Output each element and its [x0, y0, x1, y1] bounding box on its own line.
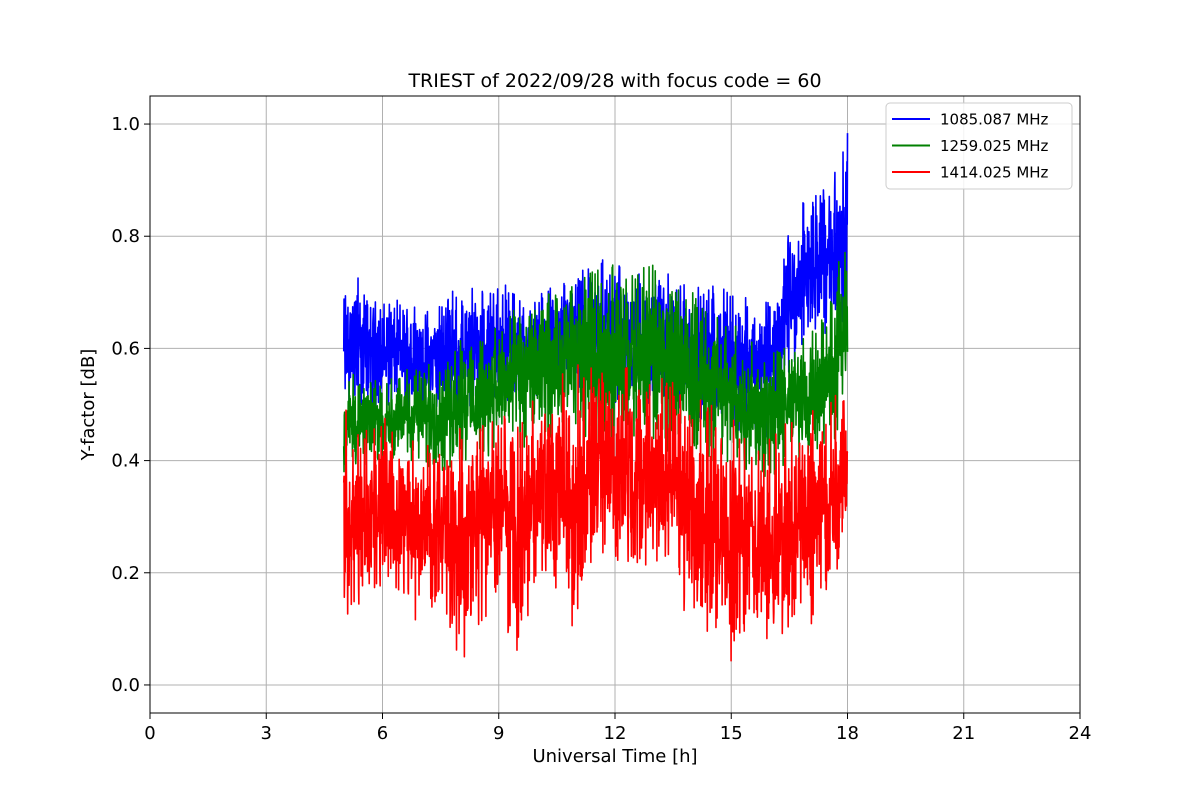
- y-tick-label: 1.0: [111, 114, 140, 135]
- y-axis-label: Y-factor [dB]: [78, 349, 99, 462]
- x-axis-label: Universal Time [h]: [532, 746, 697, 767]
- y-tick-label: 0.8: [111, 226, 140, 247]
- plot-area: [342, 133, 849, 662]
- y-tick-label: 0.6: [111, 338, 140, 359]
- x-tick-label: 3: [261, 723, 272, 744]
- chart-title: TRIEST of 2022/09/28 with focus code = 6…: [407, 70, 821, 92]
- legend-label: 1414.025 MHz: [940, 164, 1049, 182]
- x-axis-ticks: 0 3 6 9 12 15 18 21 24: [144, 713, 1091, 744]
- legend-label: 1085.087 MHz: [940, 111, 1049, 129]
- x-tick-label: 18: [836, 723, 859, 744]
- x-tick-label: 15: [720, 723, 743, 744]
- y-tick-label: 0.2: [111, 563, 140, 584]
- y-axis-ticks: 0.0 0.2 0.4 0.6 0.8 1.0: [111, 114, 150, 696]
- x-tick-label: 24: [1069, 723, 1092, 744]
- legend-box: [885, 102, 1073, 190]
- legend: 1085.087 MHz 1259.025 MHz 1414.025 MHz: [885, 102, 1073, 190]
- x-tick-label: 6: [377, 723, 388, 744]
- x-tick-label: 12: [604, 723, 627, 744]
- y-tick-label: 0.0: [111, 675, 140, 696]
- series-line-3: [342, 364, 849, 662]
- x-tick-label: 21: [952, 723, 975, 744]
- x-tick-label: 9: [493, 723, 504, 744]
- legend-label: 1259.025 MHz: [940, 137, 1049, 155]
- x-tick-label: 0: [144, 723, 155, 744]
- y-tick-label: 0.4: [111, 451, 140, 472]
